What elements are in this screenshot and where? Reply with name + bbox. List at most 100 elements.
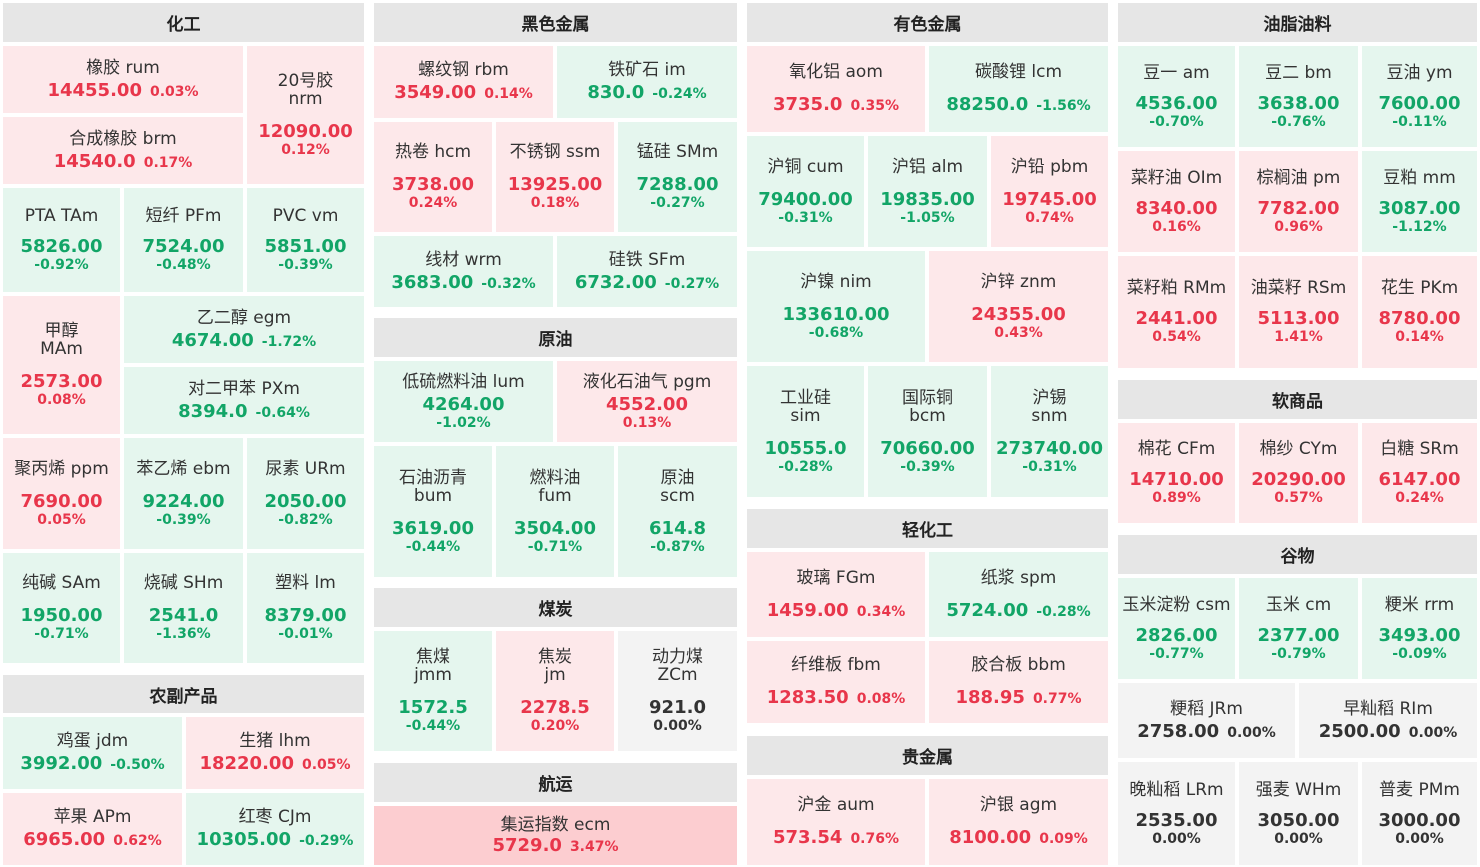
tile-change: -0.09% — [1392, 645, 1447, 662]
tile-price: 830.0 — [587, 82, 645, 103]
tile-bcm[interactable]: 国际铜 bcm 70660.00 -0.39% — [868, 366, 987, 497]
tile-fgm[interactable]: 玻璃 FGm 1459.00 0.34% — [747, 552, 925, 637]
tile-change: -0.50% — [110, 757, 165, 773]
tile-nrm[interactable]: 20号胶 nrm 12090.00 0.12% — [247, 46, 364, 184]
tile-bbm[interactable]: 胶合板 bbm 188.95 0.77% — [929, 641, 1108, 723]
tile-snm[interactable]: 沪锡 snm 273740.00 -0.31% — [991, 366, 1108, 497]
tile-ebm[interactable]: 苯乙烯 ebm 9224.00 -0.39% — [124, 438, 243, 549]
tile-pxm[interactable]: 对二甲苯 PXm 8394.0 -0.64% — [124, 367, 364, 434]
tile-ppm[interactable]: 聚丙烯 ppm 7690.00 0.05% — [3, 438, 120, 549]
tile-mam[interactable]: 甲醇 MAm 2573.00 0.08% — [3, 296, 120, 434]
tile-price: 3738.00 — [392, 174, 474, 195]
tile-code: sim — [790, 405, 821, 426]
tile-alm[interactable]: 沪铝 alm 19835.00 -1.05% — [868, 136, 987, 247]
tile-price: 2278.5 — [520, 697, 590, 718]
tile-pm[interactable]: 棕榈油 pm 7782.00 0.96% — [1239, 151, 1358, 252]
tile-jm[interactable]: 焦炭 jm 2278.5 0.20% — [496, 631, 614, 751]
tile-mm[interactable]: 豆粕 mm 3087.00 -1.12% — [1362, 151, 1477, 252]
tile-price: 2541.0 — [148, 605, 219, 626]
tile-fbm[interactable]: 纤维板 fbm 1283.50 0.08% — [747, 641, 925, 723]
tile-bum[interactable]: 石油沥青 bum 3619.00 -0.44% — [374, 446, 492, 577]
tile-change: -0.71% — [527, 538, 583, 555]
tile-lrm[interactable]: 晚籼稻 LRm 2535.00 0.00% — [1118, 762, 1235, 865]
tile-rsm[interactable]: 油菜籽 RSm 5113.00 1.41% — [1239, 256, 1358, 368]
tile-name: 不锈钢 ssm — [509, 142, 601, 162]
tile-ym[interactable]: 豆油 ym 7600.00 -0.11% — [1362, 46, 1477, 147]
tile-jrm[interactable]: 粳稻 JRm 2758.00 0.00% — [1118, 683, 1295, 758]
tile-price: 614.8 — [649, 517, 706, 539]
tile-rbm[interactable]: 螺纹钢 rbm 3549.00 0.14% — [374, 46, 553, 118]
tile-name: 热卷 hcm — [394, 142, 472, 162]
tile-name: 塑料 lm — [275, 573, 336, 593]
tile-price: 5851.00 — [264, 236, 347, 257]
tile-price: 3000.00 — [1378, 809, 1461, 831]
tile-egm[interactable]: 乙二醇 egm 4674.00 -1.72% — [124, 296, 364, 363]
tile-price: 6732.00 — [574, 271, 657, 293]
tile-urm[interactable]: 尿素 URm 2050.00 -0.82% — [247, 438, 364, 549]
tile-zcm[interactable]: 动力煤 ZCm 921.0 0.00% — [618, 631, 737, 751]
tile-change: -1.36% — [156, 626, 211, 642]
tile-am[interactable]: 豆一 am 4536.00 -0.70% — [1118, 46, 1235, 147]
tile-name: 纤维板 fbm — [791, 655, 881, 675]
tile-change: 0.00% — [1408, 724, 1458, 741]
tile-aom[interactable]: 氧化铝 aom 3735.0 0.35% — [747, 46, 925, 132]
tile-sfm[interactable]: 硅铁 SFm 6732.00 -0.27% — [557, 236, 737, 307]
tile-change: 0.43% — [994, 324, 1043, 341]
tile-lm[interactable]: 塑料 lm 8379.00 -0.01% — [247, 553, 364, 663]
tile-cjm[interactable]: 红枣 CJm 10305.00 -0.29% — [186, 793, 364, 865]
tile-pgm[interactable]: 液化石油气 pgm 4552.00 0.13% — [557, 361, 737, 442]
tile-jmm[interactable]: 焦煤 jmm 1572.5 -0.44% — [374, 631, 492, 751]
tile-aum[interactable]: 沪金 aum 573.54 0.76% — [747, 779, 925, 865]
tile-code: bcm — [909, 405, 946, 426]
tile-znm[interactable]: 沪锌 znm 24355.00 0.43% — [929, 251, 1108, 362]
tile-tam[interactable]: PTA TAm 5826.00 -0.92% — [3, 188, 120, 292]
tile-code: jm — [544, 665, 566, 685]
tile-price: 9224.00 — [142, 490, 225, 512]
tile-srm[interactable]: 白糖 SRm 6147.00 0.24% — [1362, 423, 1477, 523]
tile-wrm[interactable]: 线材 wrm 3683.00 -0.32% — [374, 236, 553, 307]
tile-pkm[interactable]: 花生 PKm 8780.00 0.14% — [1362, 256, 1477, 368]
tile-csm[interactable]: 玉米淀粉 csm 2826.00 -0.77% — [1118, 578, 1235, 679]
tile-jdm[interactable]: 鸡蛋 jdm 3992.00 -0.50% — [3, 717, 182, 789]
tile-ecm[interactable]: 集运指数 ecm 5729.0 3.47% — [374, 806, 737, 865]
tile-hcm[interactable]: 热卷 hcm 3738.00 0.24% — [374, 122, 492, 232]
tile-cym[interactable]: 棉纱 CYm 20290.00 0.57% — [1239, 423, 1358, 523]
tile-sam[interactable]: 纯碱 SAm 1950.00 -0.71% — [3, 553, 120, 663]
tile-sim[interactable]: 工业硅 sim 10555.0 -0.28% — [747, 366, 864, 497]
tile-nim[interactable]: 沪镍 nim 133610.00 -0.68% — [747, 251, 925, 362]
tile-smm[interactable]: 锰硅 SMm 7288.00 -0.27% — [618, 122, 737, 232]
tile-change: -0.44% — [405, 538, 461, 555]
tile-bm[interactable]: 豆二 bm 3638.00 -0.76% — [1239, 46, 1358, 147]
tile-rmm[interactable]: 菜籽粕 RMm 2441.00 0.54% — [1118, 256, 1235, 368]
tile-change: 0.24% — [408, 195, 458, 211]
tile-lum[interactable]: 低硫燃料油 lum 4264.00 -1.02% — [374, 361, 553, 442]
tile-price: 19745.00 — [1002, 188, 1097, 210]
tile-ssm[interactable]: 不锈钢 ssm 13925.00 0.18% — [496, 122, 614, 232]
tile-agm[interactable]: 沪银 agm 8100.00 0.09% — [929, 779, 1108, 865]
tile-cfm[interactable]: 棉花 CFm 14710.00 0.89% — [1118, 423, 1235, 523]
tile-whm[interactable]: 强麦 WHm 3050.00 0.00% — [1239, 762, 1358, 865]
tile-pmm[interactable]: 普麦 PMm 3000.00 0.00% — [1362, 762, 1477, 865]
tile-rim[interactable]: 早籼稻 RIm 2500.00 0.00% — [1299, 683, 1477, 758]
tile-pfm[interactable]: 短纤 PFm 7524.00 -0.48% — [124, 188, 243, 292]
tile-rum[interactable]: 橡胶 rum 14455.00 0.03% — [3, 46, 243, 113]
tile-change: 0.03% — [149, 83, 199, 100]
tile-rrm[interactable]: 粳米 rrm 3493.00 -0.09% — [1362, 578, 1477, 679]
tile-scm[interactable]: 原油 scm 614.8 -0.87% — [618, 446, 737, 577]
tile-change: 0.00% — [1227, 724, 1276, 741]
tile-price: 10555.0 — [764, 437, 847, 459]
tile-pbm[interactable]: 沪铅 pbm 19745.00 0.74% — [991, 136, 1108, 247]
tile-oim[interactable]: 菜籽油 OIm 8340.00 0.16% — [1118, 151, 1235, 252]
tile-lcm[interactable]: 碳酸锂 lcm 88250.0 -1.56% — [929, 46, 1108, 132]
tile-cm[interactable]: 玉米 cm 2377.00 -0.79% — [1239, 578, 1358, 679]
tile-shm[interactable]: 烧碱 SHm 2541.0 -1.36% — [124, 553, 243, 663]
tile-vm[interactable]: PVC vm 5851.00 -0.39% — [247, 188, 364, 292]
tile-name: 红枣 CJm — [238, 807, 312, 827]
tile-cum[interactable]: 沪铜 cum 79400.00 -0.31% — [747, 136, 864, 247]
tile-apm[interactable]: 苹果 APm 6965.00 0.62% — [3, 793, 182, 865]
tile-lhm[interactable]: 生猪 lhm 18220.00 0.05% — [186, 717, 364, 789]
tile-spm[interactable]: 纸浆 spm 5724.00 -0.28% — [929, 552, 1108, 637]
tile-im[interactable]: 铁矿石 im 830.0 -0.24% — [557, 46, 737, 118]
tile-brm[interactable]: 合成橡胶 brm 14540.0 0.17% — [3, 117, 243, 184]
tile-fum[interactable]: 燃料油 fum 3504.00 -0.71% — [496, 446, 614, 577]
